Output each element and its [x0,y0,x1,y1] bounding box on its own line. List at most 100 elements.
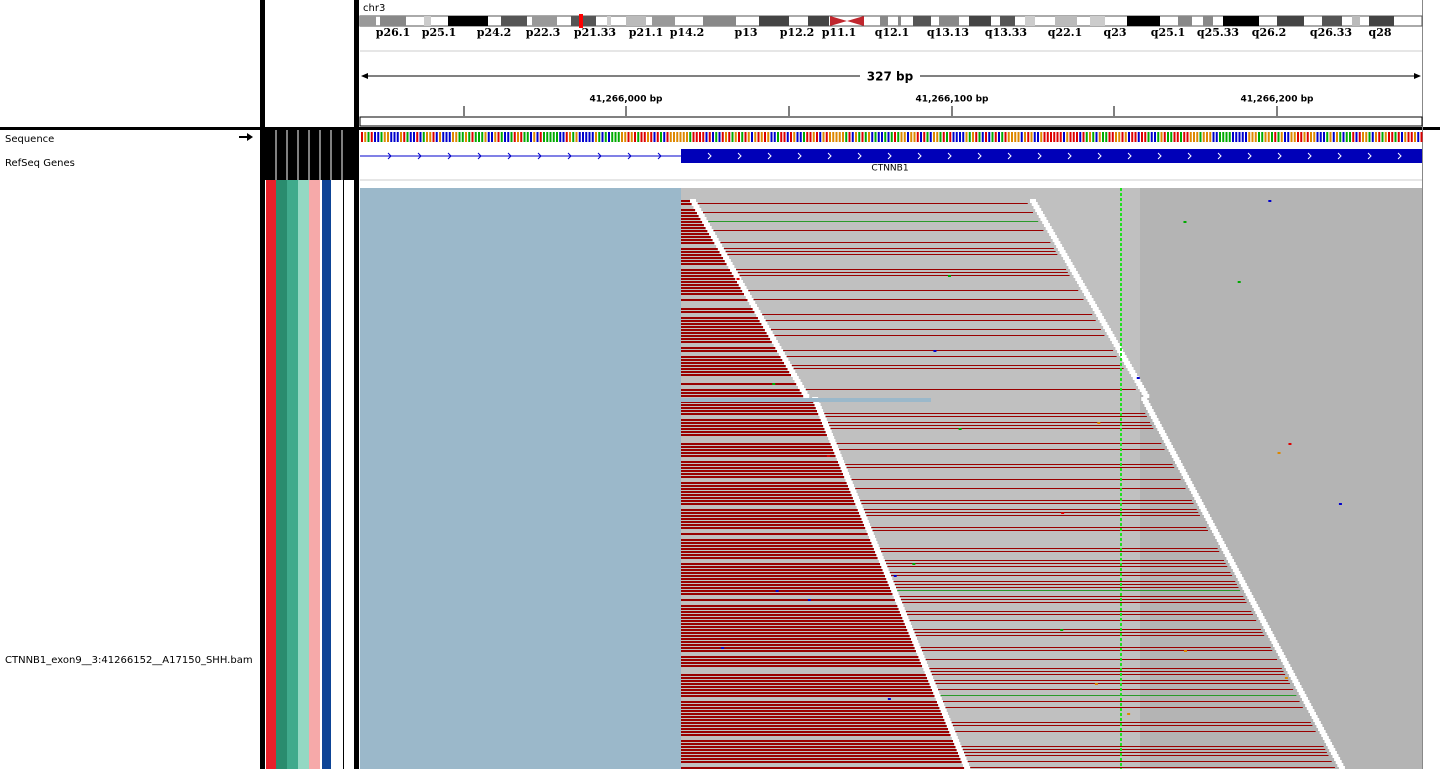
read-gap [956,748,963,752]
base [617,132,620,142]
band-label: q22.1 [1048,26,1082,39]
read-gap [791,373,798,377]
read-gap [857,508,864,512]
read-gap [826,433,833,437]
base [806,132,809,142]
read-gap [1247,595,1254,599]
band-label: p13 [735,26,758,39]
read-gap [1115,346,1122,350]
cytoband [532,16,557,26]
read [681,503,856,505]
base [845,132,848,142]
read-gap [778,352,785,356]
read-gap [1240,583,1247,587]
cytoband [424,16,431,26]
base [910,132,913,142]
read-gap [938,703,945,707]
read-gap [1255,610,1262,614]
base [952,132,955,142]
mismatch [826,455,830,457]
read-gap [933,691,940,695]
read-gap [912,640,919,644]
read-gap [1163,439,1170,443]
read [681,374,792,376]
read [681,563,881,565]
read-gap [859,511,866,515]
cytoband [1127,16,1160,26]
read-gap [943,715,950,719]
strand-mark [1187,152,1192,160]
base [1176,132,1179,142]
read-gap [904,622,911,626]
read-tail [830,428,1154,429]
read-gap [1050,235,1057,239]
base [627,132,630,142]
base [1407,132,1410,142]
base [582,132,584,142]
read-gap [716,244,723,248]
base [598,132,601,142]
read-tail [824,413,1146,414]
base [1258,132,1260,142]
read-gap [951,736,958,740]
attribute-cell [298,180,309,769]
base [400,132,402,142]
read [681,395,804,397]
read-gap [1047,229,1054,233]
read [681,614,902,616]
base [715,132,718,142]
read-tail [945,707,1303,708]
base [653,132,656,142]
read-gap [1150,415,1157,419]
base [936,132,939,142]
base [640,132,643,142]
base [432,132,435,142]
read [681,647,915,649]
mismatch [947,275,951,277]
base [1053,132,1056,142]
read-gap [939,706,946,710]
read-gap [877,556,884,560]
read [681,521,863,523]
base [643,132,646,142]
base [721,132,724,142]
read-gap [703,223,710,227]
base [1027,132,1030,142]
base [1280,132,1283,142]
strand-mark [1367,152,1372,160]
read-gap [1064,259,1071,263]
mismatch [775,590,779,592]
read-gap [1084,292,1091,296]
base [1011,132,1013,142]
base [1082,132,1085,142]
strand-arrow[interactable] [239,133,253,141]
cytoband [969,16,991,26]
read-tail [762,314,1093,315]
read-gap [1155,424,1162,428]
read-gap [865,526,872,530]
read [681,581,888,583]
read [681,548,874,550]
read [681,515,861,517]
read-tail [851,479,1181,480]
read-tail [713,230,1044,231]
base [1355,132,1358,142]
read-gap [1220,544,1226,548]
base [819,132,822,142]
read-gap [825,430,832,434]
base [851,132,854,142]
read-gap [1187,484,1194,488]
base [1069,132,1072,142]
base [708,132,711,142]
read-gap [1111,340,1118,344]
read-gap [1141,397,1148,401]
read [681,590,892,592]
read-gap [954,742,961,746]
read-gap [1070,268,1077,272]
base [738,132,740,142]
base [1111,132,1114,142]
base [1349,132,1351,142]
read [681,470,842,472]
read-gap [1308,709,1315,713]
read-gap [1099,319,1106,323]
